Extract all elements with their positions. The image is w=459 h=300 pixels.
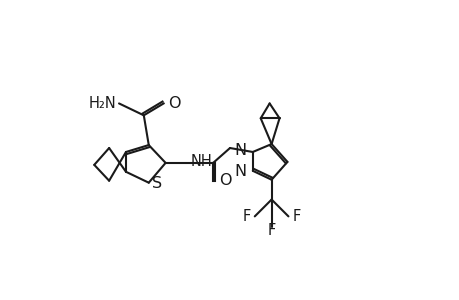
Text: F: F — [242, 209, 250, 224]
Text: F: F — [267, 223, 275, 238]
Text: H₂N: H₂N — [88, 96, 116, 111]
Text: N: N — [234, 143, 246, 158]
Text: S: S — [151, 176, 162, 191]
Text: O: O — [218, 173, 231, 188]
Text: NH: NH — [190, 154, 212, 169]
Text: N: N — [234, 164, 246, 179]
Text: O: O — [168, 96, 181, 111]
Text: F: F — [292, 209, 300, 224]
